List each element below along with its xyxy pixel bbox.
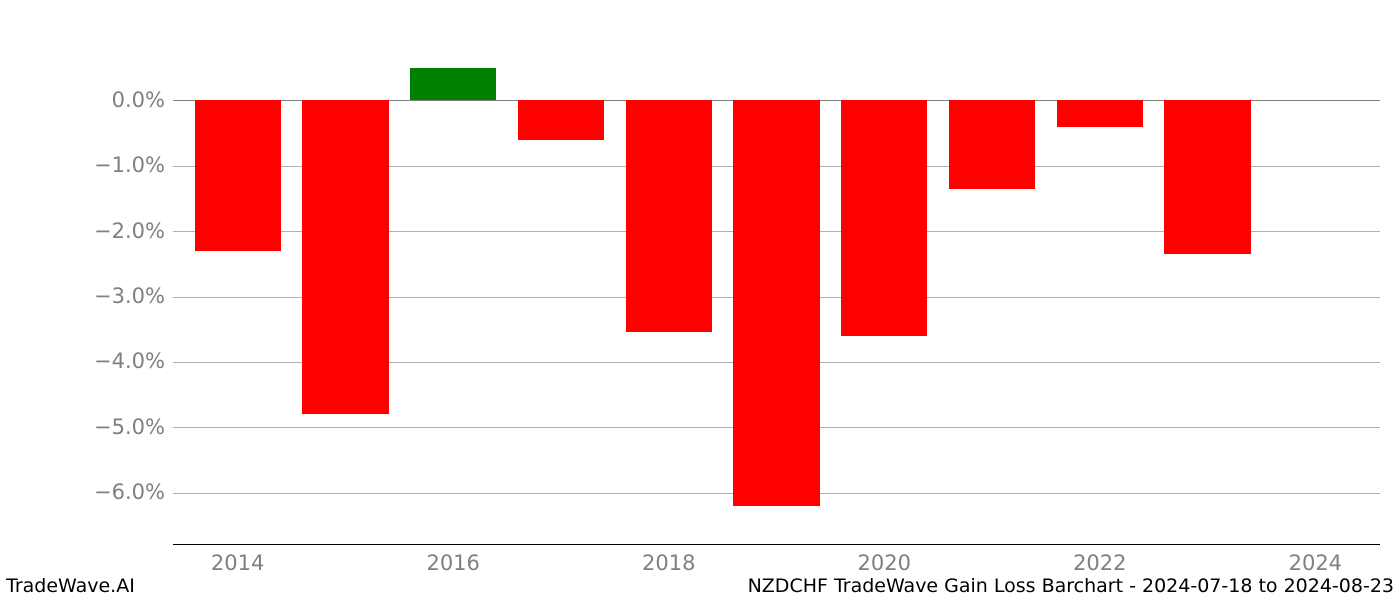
y-tick-label: −1.0% [85,153,165,177]
bar-2014 [195,100,281,250]
y-tick-label: −5.0% [85,415,165,439]
bar-2018 [626,100,712,332]
footer-left-label: TradeWave.AI [6,575,135,597]
bar-2015 [302,100,388,414]
bar-2020 [841,100,927,335]
y-tick-label: −3.0% [85,284,165,308]
plot-area [173,35,1380,545]
x-tick-label: 2018 [629,551,709,575]
x-tick-label: 2024 [1275,551,1355,575]
x-tick-label: 2020 [844,551,924,575]
x-tick-label: 2022 [1060,551,1140,575]
bar-2023 [1164,100,1250,254]
x-axis-spine [173,544,1380,545]
y-tick-label: −4.0% [85,349,165,373]
x-tick-label: 2014 [198,551,278,575]
bar-2022 [1057,100,1143,126]
chart-container: −6.0% −5.0% −4.0% −3.0% −2.0% −1.0% 0.0% 2014 2… [0,0,1400,600]
bar-2017 [518,100,604,139]
y-tick-label: −6.0% [85,480,165,504]
y-tick-label: 0.0% [85,88,165,112]
footer-right-label: NZDCHF TradeWave Gain Loss Barchart - 20… [748,575,1394,597]
bar-2019 [733,100,819,505]
y-tick-label: −2.0% [85,219,165,243]
x-tick-label: 2016 [413,551,493,575]
bar-2021 [949,100,1035,188]
bar-2016 [410,68,496,101]
